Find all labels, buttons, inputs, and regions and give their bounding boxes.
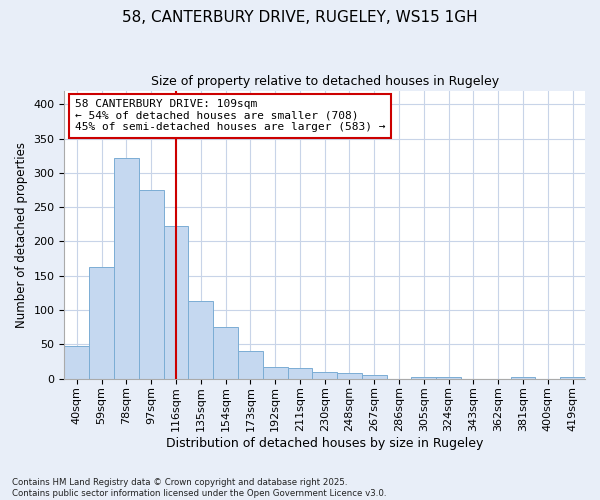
Bar xyxy=(89,267,114,378)
Bar xyxy=(114,158,139,378)
Title: Size of property relative to detached houses in Rugeley: Size of property relative to detached ho… xyxy=(151,75,499,88)
Bar xyxy=(238,351,263,378)
Bar xyxy=(64,346,89,378)
Text: 58, CANTERBURY DRIVE, RUGELEY, WS15 1GH: 58, CANTERBURY DRIVE, RUGELEY, WS15 1GH xyxy=(122,10,478,25)
Text: 58 CANTERBURY DRIVE: 109sqm
← 54% of detached houses are smaller (708)
45% of se: 58 CANTERBURY DRIVE: 109sqm ← 54% of det… xyxy=(75,99,385,132)
Bar xyxy=(139,190,164,378)
Bar xyxy=(213,327,238,378)
Bar xyxy=(412,376,436,378)
Bar xyxy=(337,373,362,378)
Bar xyxy=(313,372,337,378)
X-axis label: Distribution of detached houses by size in Rugeley: Distribution of detached houses by size … xyxy=(166,437,484,450)
Text: Contains HM Land Registry data © Crown copyright and database right 2025.
Contai: Contains HM Land Registry data © Crown c… xyxy=(12,478,386,498)
Y-axis label: Number of detached properties: Number of detached properties xyxy=(15,142,28,328)
Bar xyxy=(362,376,386,378)
Bar xyxy=(188,301,213,378)
Bar xyxy=(287,368,313,378)
Bar xyxy=(511,376,535,378)
Bar xyxy=(164,226,188,378)
Bar xyxy=(263,367,287,378)
